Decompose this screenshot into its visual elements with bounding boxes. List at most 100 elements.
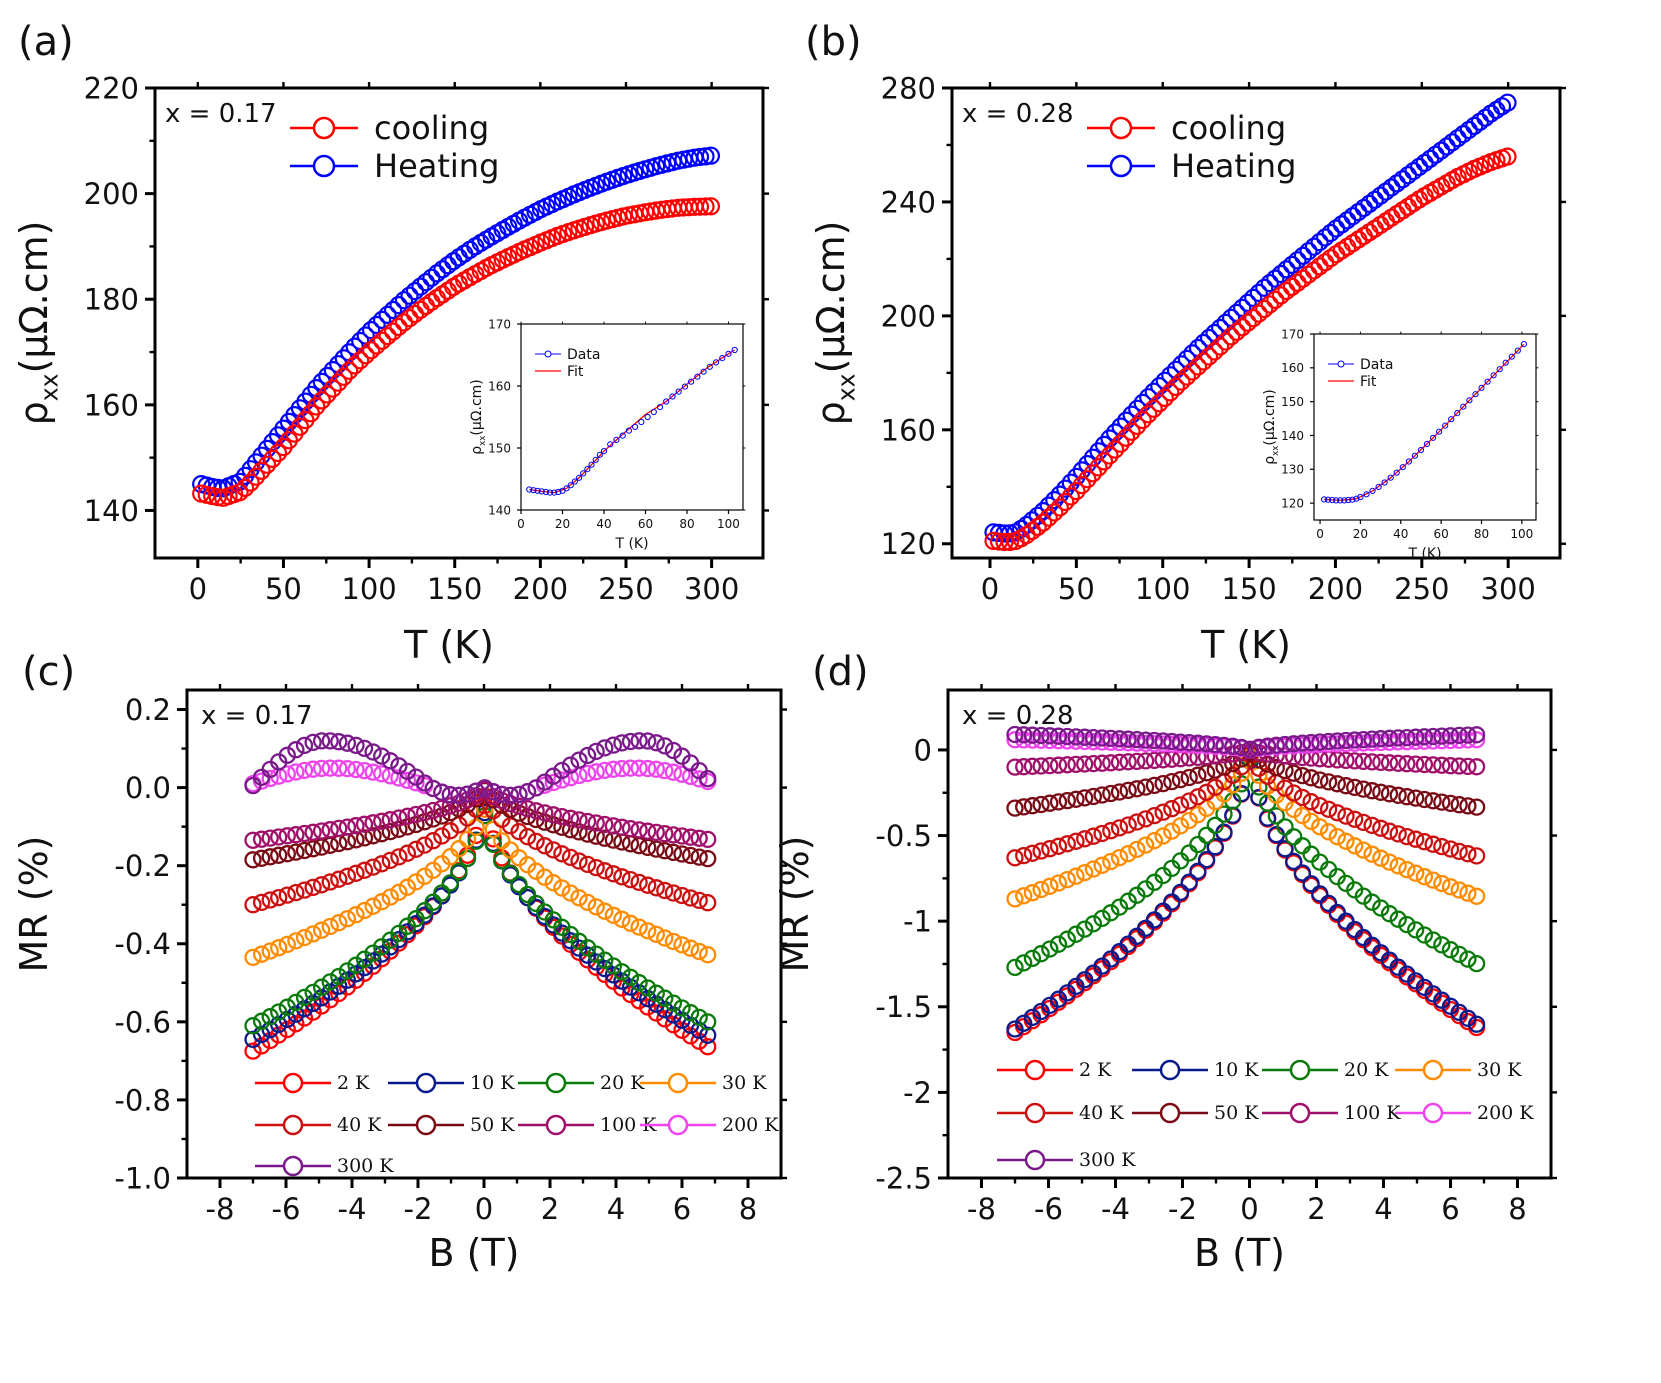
data-point	[1180, 792, 1198, 810]
data-point	[1058, 835, 1076, 853]
data-point	[673, 999, 691, 1017]
plot-frame	[520, 323, 744, 511]
x-tick-label: -6	[272, 1192, 301, 1226]
data-point	[347, 864, 365, 882]
data-point	[587, 858, 605, 877]
data-point	[1232, 775, 1251, 793]
data-point	[1006, 725, 1024, 744]
data-point	[1407, 755, 1425, 773]
data-point	[1346, 837, 1364, 855]
legend-label: 200 K	[722, 1114, 779, 1136]
y-axis-label: ρxx(μΩ.cm)	[809, 221, 861, 426]
legend-marker	[282, 1072, 304, 1094]
legend-label: cooling	[1171, 109, 1286, 147]
data-point	[261, 829, 279, 847]
data-point	[518, 800, 537, 818]
data-point	[604, 865, 623, 883]
data-point	[270, 1003, 288, 1021]
series-cooling	[984, 147, 1517, 552]
data-point	[561, 848, 580, 867]
data-point	[373, 310, 392, 329]
x-tick-label: -6	[1034, 1192, 1063, 1226]
data-point	[321, 821, 339, 839]
data-point	[1266, 269, 1285, 288]
data-point	[553, 818, 571, 836]
legend-item-300k: 300 K	[255, 1155, 394, 1177]
data-point	[407, 915, 425, 933]
data-point	[656, 881, 674, 900]
data-point	[1145, 806, 1164, 825]
data-point	[1498, 93, 1517, 112]
data-point	[1250, 738, 1268, 756]
data-point	[433, 783, 451, 801]
data-point	[381, 851, 399, 870]
series-50k	[244, 781, 717, 869]
data-point	[1006, 1020, 1024, 1038]
data-point	[699, 1026, 717, 1044]
data-point	[681, 828, 700, 846]
data-point	[1271, 264, 1291, 284]
legend-label: Fit	[567, 364, 584, 380]
data-point	[398, 771, 417, 790]
inset-data-point	[1411, 452, 1419, 459]
legend-marker	[282, 1114, 304, 1136]
data-point	[1072, 476, 1092, 495]
data-point	[1459, 845, 1477, 863]
data-point	[690, 829, 708, 847]
data-point	[1267, 758, 1285, 777]
data-point	[647, 734, 665, 752]
data-point	[1067, 832, 1085, 850]
y-tick-label: 150	[1281, 395, 1304, 409]
data-point	[1093, 824, 1111, 843]
legend-label: 300 K	[1079, 1149, 1136, 1171]
data-point	[467, 782, 485, 800]
data-point	[1276, 818, 1294, 836]
legend-marker	[544, 350, 552, 358]
inset-data-point	[1381, 479, 1388, 486]
data-point	[1302, 812, 1320, 831]
data-point	[441, 803, 459, 822]
data-point	[613, 910, 631, 928]
data-point	[621, 968, 640, 986]
data-point	[1415, 755, 1434, 774]
inset-data-point	[567, 482, 574, 489]
data-point	[1328, 775, 1346, 793]
data-point	[246, 467, 266, 486]
data-point	[681, 846, 700, 865]
data-point	[1049, 727, 1068, 745]
panel-label: (b)	[805, 19, 862, 65]
data-point	[373, 747, 391, 765]
data-point	[1144, 399, 1163, 418]
x-tick-label: 20	[1353, 527, 1368, 541]
data-point	[1302, 733, 1320, 752]
data-point	[330, 967, 348, 986]
inset-data-point	[706, 363, 713, 370]
data-point	[1380, 754, 1399, 772]
data-point	[1076, 789, 1094, 807]
data-point	[373, 765, 391, 783]
data-point	[1398, 788, 1416, 806]
data-point	[241, 473, 260, 492]
data-point	[1032, 757, 1050, 775]
data-point	[1433, 874, 1451, 893]
data-point	[321, 917, 339, 936]
y-tick-label: 140	[84, 494, 139, 528]
data-point	[1285, 784, 1303, 802]
data-point	[1354, 752, 1373, 771]
inset-data-point	[1333, 497, 1340, 504]
data-point	[1363, 782, 1381, 800]
data-point	[656, 929, 674, 947]
legend-item-heating: Heating	[290, 147, 499, 185]
data-point	[1363, 845, 1381, 863]
data-point	[613, 963, 631, 981]
data-point	[673, 1021, 691, 1039]
data-point	[690, 1008, 708, 1027]
data-point	[553, 771, 571, 789]
y-tick-label: -0.6	[114, 1005, 171, 1039]
data-point	[1389, 729, 1407, 747]
data-point	[510, 785, 528, 804]
data-point	[1023, 797, 1042, 815]
data-point	[1459, 1009, 1477, 1027]
data-point	[476, 787, 494, 805]
data-point	[1216, 332, 1235, 351]
